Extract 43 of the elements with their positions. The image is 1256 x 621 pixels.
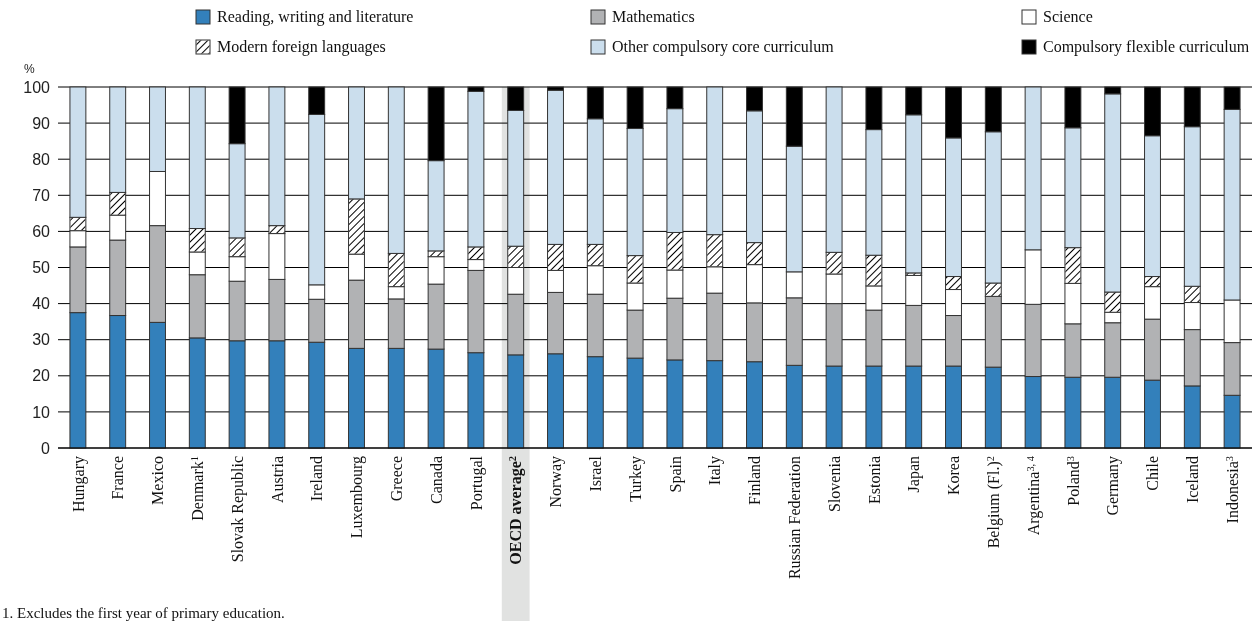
y-tick-label: 20 xyxy=(32,367,51,385)
x-tick-label: Japan xyxy=(905,456,924,493)
x-tick-label: Norway xyxy=(547,456,566,508)
y-tick-label: 60 xyxy=(32,223,51,240)
y-tick-label: 50 xyxy=(32,259,51,277)
y-tick-label: 30 xyxy=(32,331,51,349)
x-tick-label: Canada xyxy=(427,456,445,504)
y-tick-label: 80 xyxy=(32,150,51,168)
x-tick-label: Estonia xyxy=(865,456,883,504)
y-tick-label: 10 xyxy=(32,403,51,421)
x-tick-label: Hungary xyxy=(69,456,88,512)
legend-label: Mathematics xyxy=(612,8,695,25)
legend-label: Compulsory flexible curriculum xyxy=(1043,38,1250,56)
y-axis-title: % xyxy=(24,62,35,76)
x-tick-label: Chile xyxy=(1144,456,1162,491)
text: 1. Excludes the first year of primary education. xyxy=(2,605,285,621)
x-tick-label: Ireland xyxy=(308,456,326,502)
x-tick-label: Slovenia xyxy=(825,456,843,512)
y-tick-label: 40 xyxy=(32,295,51,313)
y-tick-label: 70 xyxy=(32,186,51,204)
x-tick-label: Austria xyxy=(268,456,286,504)
y-tick-label: 100 xyxy=(23,78,51,96)
y-tick-label: 0 xyxy=(41,439,51,457)
x-tick-label: Israel xyxy=(586,455,604,492)
y-tick-label: 90 xyxy=(32,114,51,132)
x-tick-label: Luxembourg xyxy=(348,456,367,539)
x-tick-label: Mexico xyxy=(149,456,167,505)
x-tick-label: Russian Federation xyxy=(785,456,803,580)
x-tick-label: Germany xyxy=(1104,456,1123,516)
x-tick-label: Korea xyxy=(945,456,963,496)
x-tick-label: Turkey xyxy=(626,456,645,502)
x-tick-label: Slovak Republic xyxy=(228,456,247,563)
x-tick-label: Iceland xyxy=(1183,456,1201,504)
legend-label: Science xyxy=(1043,8,1093,25)
x-tick-label: Spain xyxy=(666,456,685,493)
legend-label: Reading, writing and literature xyxy=(217,8,414,26)
x-tick-label: Finland xyxy=(746,456,764,505)
x-tick-label: Greece xyxy=(387,456,405,502)
x-tick-label: France xyxy=(109,456,127,500)
legend-label: Modern foreign languages xyxy=(217,38,386,56)
legend-label: Other compulsory core curriculum xyxy=(612,38,835,56)
x-tick-label: Portugal xyxy=(467,455,486,511)
x-tick-label: Italy xyxy=(706,456,725,486)
